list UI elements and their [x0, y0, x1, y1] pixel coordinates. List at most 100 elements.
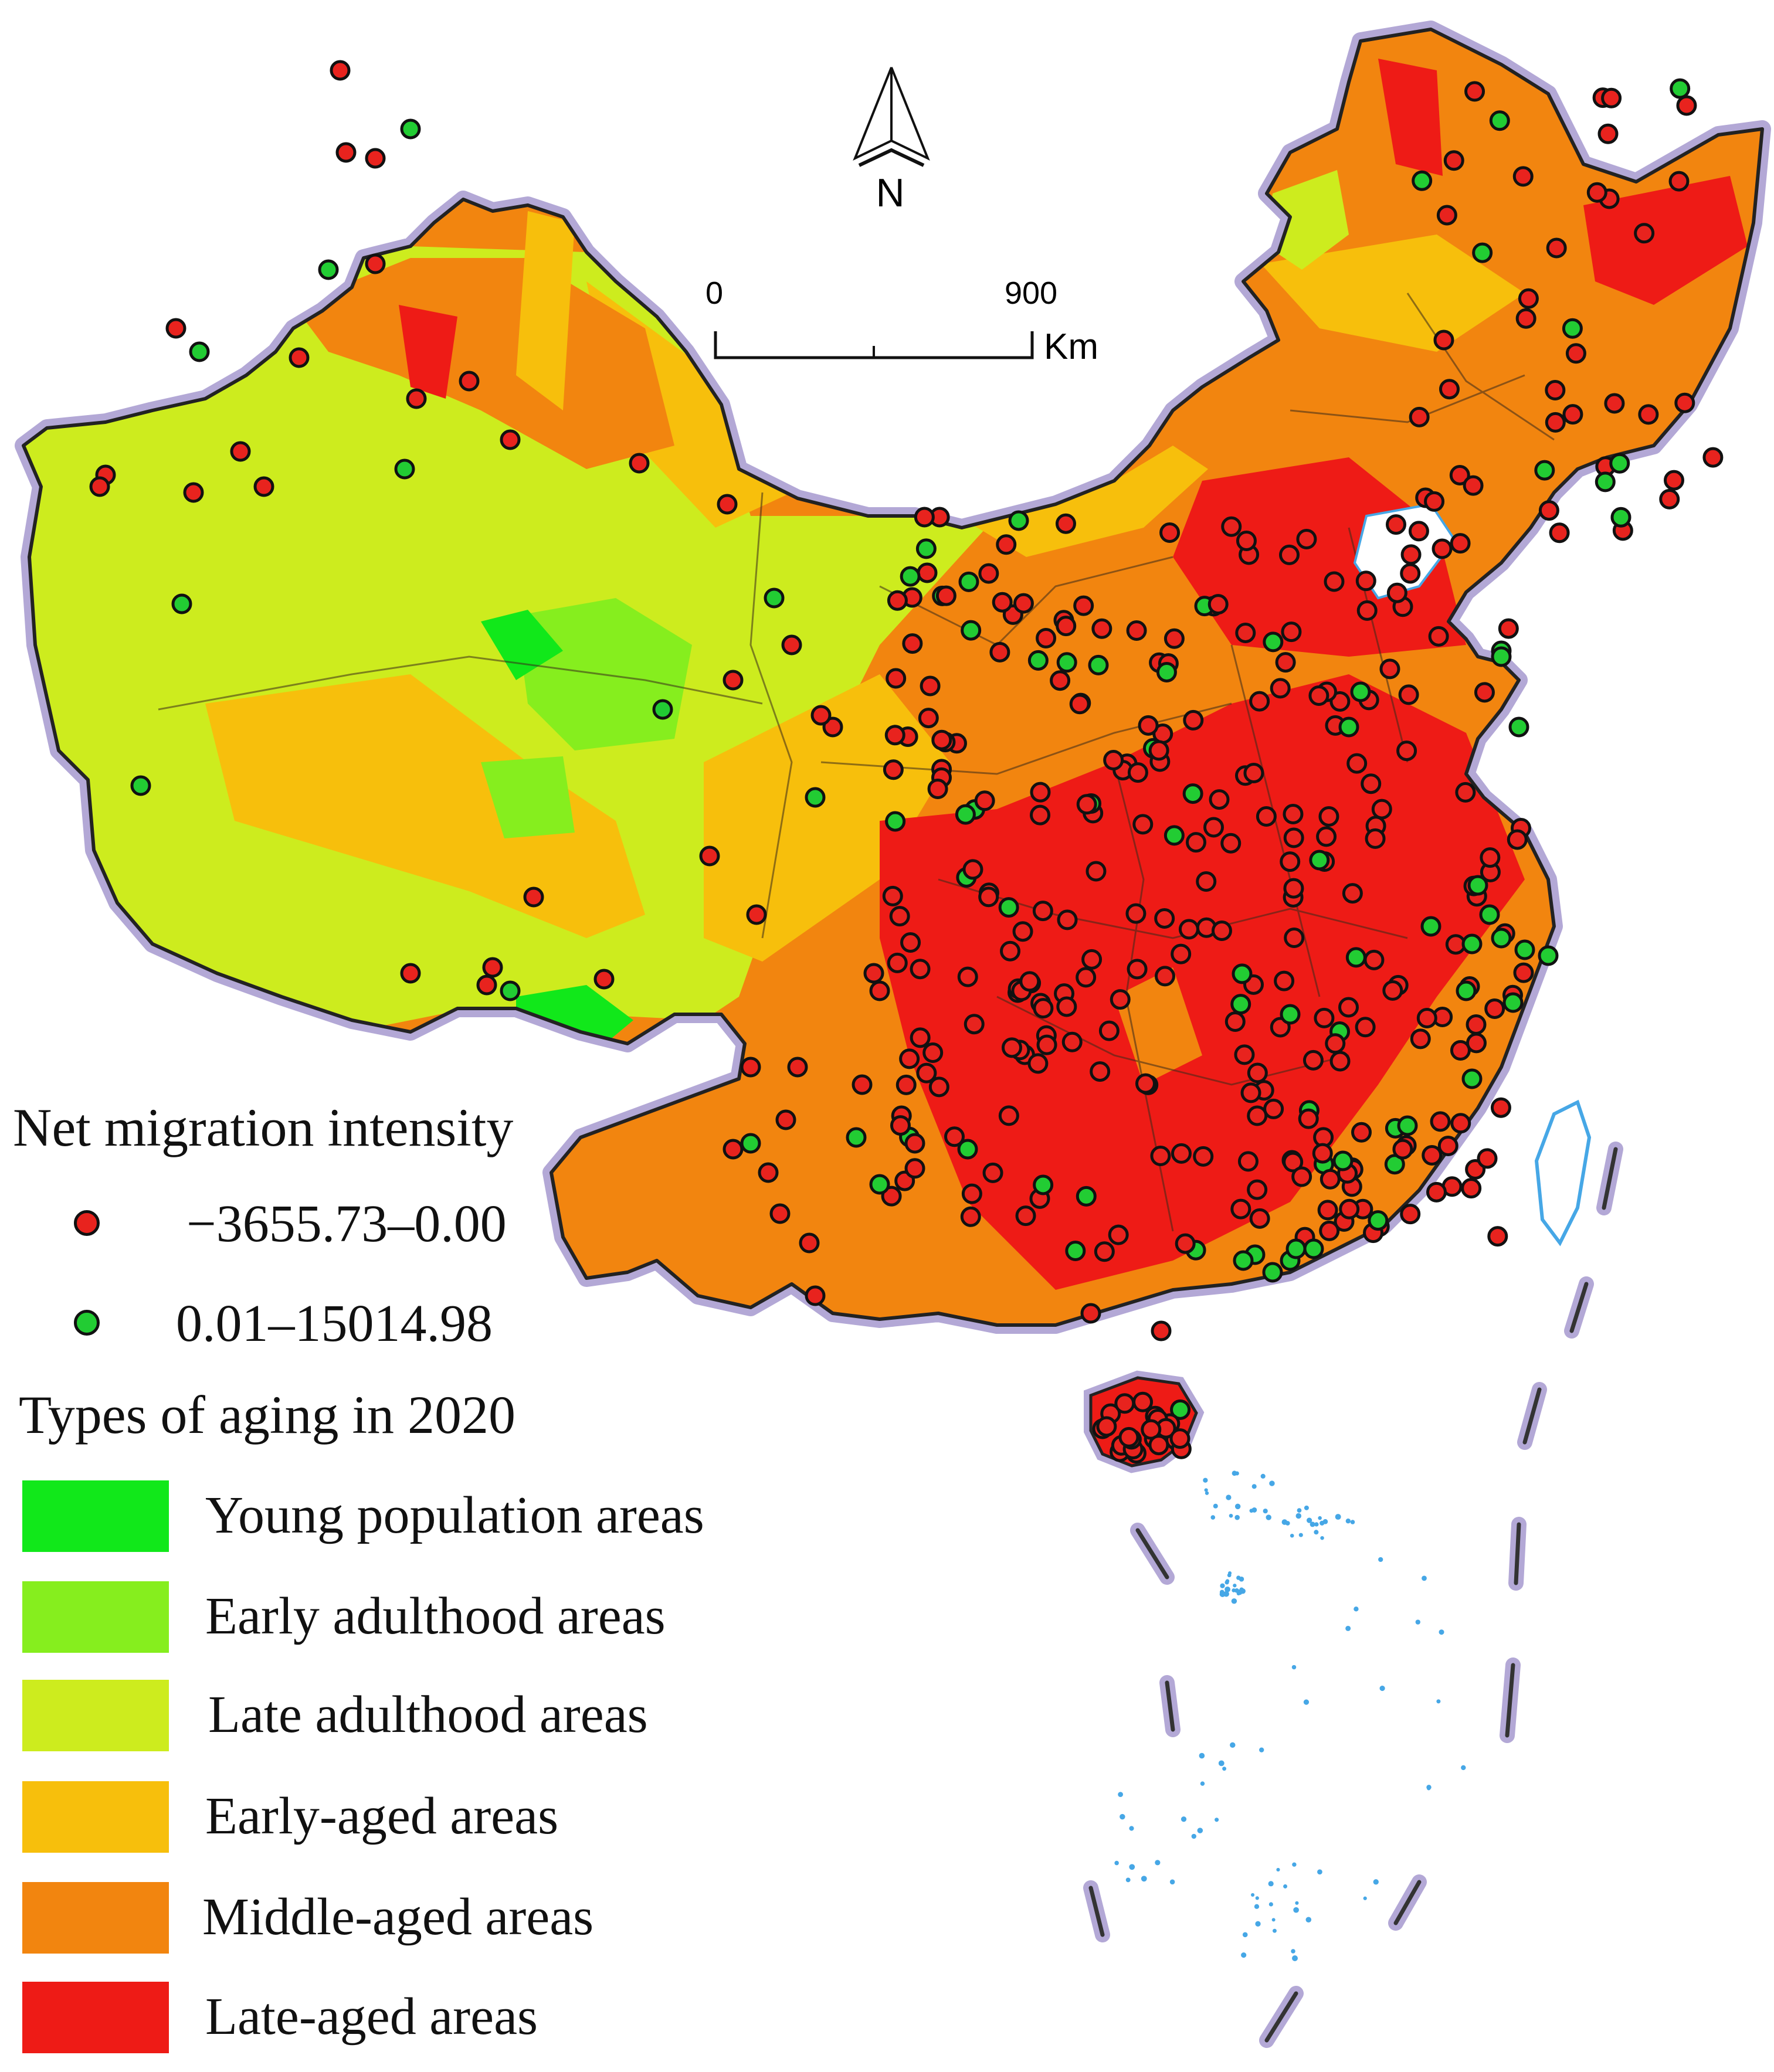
migration-point [960, 1206, 981, 1227]
migration-point [1363, 949, 1385, 970]
migration-point [887, 952, 908, 973]
migration-point [1094, 1241, 1115, 1262]
island-dot [1303, 1699, 1310, 1705]
migration-point [1175, 1233, 1196, 1254]
migration-point [1439, 379, 1460, 400]
migration-point [365, 148, 386, 169]
migration-point [1545, 412, 1566, 433]
migration-point [1154, 966, 1175, 987]
migration-point [1338, 997, 1359, 1018]
island-dot [1461, 1765, 1466, 1771]
late-adulthood-hulunbuir [1267, 170, 1349, 270]
migration-point [1309, 850, 1330, 871]
migration-point [1410, 1028, 1431, 1049]
island-dot [1310, 1521, 1315, 1527]
island-dot [1259, 1747, 1264, 1752]
migration-point [740, 1133, 761, 1154]
migration-point [805, 1285, 826, 1306]
island-dot [1318, 1516, 1322, 1520]
island-dot [1215, 1818, 1219, 1822]
migration-point [1356, 600, 1378, 621]
migration-point [1351, 1122, 1372, 1143]
migration-point [822, 716, 843, 738]
migration-point [1076, 794, 1097, 815]
migration-point [1080, 1303, 1101, 1324]
island-dot [1373, 1879, 1379, 1885]
migration-point [1220, 833, 1242, 854]
island-dot [1260, 1473, 1266, 1479]
island-dot [1204, 1488, 1208, 1492]
island-dot [1118, 1792, 1123, 1798]
dash-line [1088, 1147, 1618, 2043]
migration-point [1455, 782, 1476, 803]
migration-point [1088, 654, 1109, 675]
island-dot [1290, 1533, 1294, 1538]
scale-bar: 0 900 Km [705, 276, 1098, 367]
migration-point [998, 1105, 1019, 1126]
island-dot [1255, 1921, 1261, 1927]
migration-point [1132, 814, 1154, 835]
migration-point [89, 476, 110, 497]
migration-point [1030, 782, 1051, 803]
migration-point [1379, 658, 1400, 680]
migration-point [1283, 827, 1304, 848]
island-dot [1266, 1514, 1271, 1520]
migration-point [289, 347, 310, 368]
island-dot [1129, 1826, 1134, 1831]
island-dot [1314, 1522, 1319, 1527]
migration-point [863, 963, 884, 984]
island-dot [1197, 1828, 1203, 1833]
migration-point [1270, 678, 1291, 699]
migration-point [1108, 1224, 1129, 1245]
migration-point [884, 725, 905, 746]
migration-point [1339, 1198, 1360, 1220]
legend-swatch-label-4: Middle-aged areas [202, 1888, 594, 1946]
migration-point [899, 1048, 920, 1069]
island-dot [1439, 1629, 1444, 1635]
migration-point [1314, 1007, 1335, 1028]
legend-swatch-0 [22, 1480, 169, 1552]
migration-point [1279, 544, 1300, 565]
island-dot [1320, 1536, 1324, 1540]
migration-point [1127, 959, 1148, 980]
migration-point [1514, 939, 1535, 960]
migration-point [764, 587, 785, 609]
migration-point [1036, 628, 1057, 649]
migration-point [1103, 750, 1124, 771]
migration-point [717, 494, 738, 515]
migration-point [1534, 460, 1555, 481]
legend-swatch-5 [22, 1982, 169, 2053]
migration-point [189, 341, 210, 362]
migration-point [928, 1076, 949, 1098]
island-dot [1298, 1533, 1303, 1537]
migration-point [1634, 223, 1655, 244]
legend-swatch-2 [22, 1680, 169, 1751]
migration-point [1285, 1238, 1307, 1259]
migration-point [230, 441, 251, 462]
migration-legend-title: Net migration intensity [13, 1098, 514, 1157]
island-dot [1379, 1686, 1385, 1691]
migration-point [1549, 522, 1570, 544]
migration-point [914, 507, 935, 528]
island-dot [1354, 1606, 1359, 1612]
late-aged-daxinganling [1378, 59, 1443, 176]
early-aged-xinjiang-strip [516, 211, 575, 410]
migration-point [1450, 1113, 1471, 1134]
migration-point [1412, 170, 1433, 191]
migration-point [917, 562, 938, 583]
migration-point [1676, 95, 1697, 116]
migration-point [1508, 716, 1529, 738]
migration-point [652, 699, 673, 720]
migration-point [1474, 682, 1495, 703]
migration-point [1001, 1037, 1022, 1058]
migration-point [902, 633, 923, 654]
migration-point [1236, 530, 1257, 551]
island-dot [1199, 1752, 1205, 1759]
migration-point [1512, 166, 1534, 187]
island-dot [1291, 1665, 1297, 1670]
migration-point [1355, 570, 1376, 592]
migration-point [1057, 909, 1078, 930]
island-dot [1220, 1583, 1225, 1588]
migration-point [1461, 1178, 1482, 1199]
